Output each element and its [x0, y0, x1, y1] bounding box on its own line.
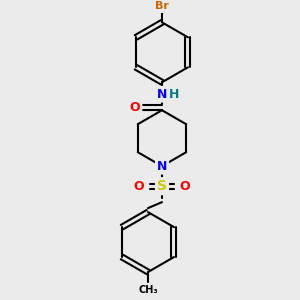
Text: Br: Br: [155, 2, 169, 11]
Text: O: O: [180, 180, 190, 193]
Text: N: N: [157, 88, 167, 101]
Text: O: O: [134, 180, 144, 193]
Text: CH₃: CH₃: [138, 285, 158, 295]
Text: O: O: [130, 101, 140, 114]
Text: H: H: [169, 88, 179, 101]
Text: S: S: [157, 179, 167, 193]
Text: N: N: [157, 160, 167, 173]
